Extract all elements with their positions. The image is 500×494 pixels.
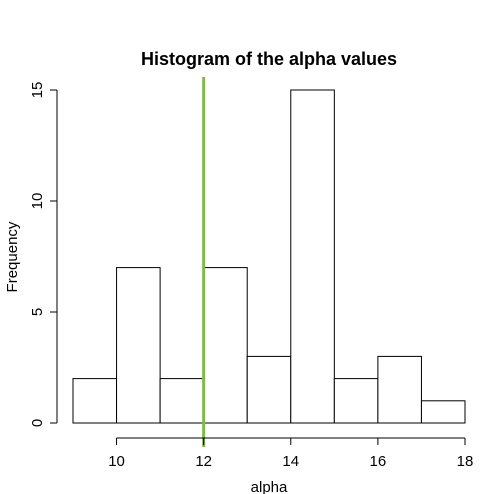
y-tick-label-0: 0 (29, 419, 46, 427)
x-tick-label-0: 10 (108, 453, 125, 470)
y-tick-label-1: 5 (29, 308, 46, 316)
histogram-bar-8 (420, 400, 466, 424)
chart-title: Histogram of the alpha values (141, 49, 397, 69)
x-axis-label: alpha (251, 479, 288, 494)
histogram-bar-3 (203, 267, 248, 424)
histogram-bar-0 (72, 378, 118, 424)
x-tick-label-2: 14 (282, 453, 299, 470)
y-tick-label-2: 10 (29, 193, 46, 210)
y-axis: 0 5 10 15 (29, 82, 58, 427)
x-tick-label-3: 16 (370, 453, 387, 470)
histogram-bar-6 (333, 378, 379, 424)
histogram-bar-1 (116, 267, 161, 424)
x-tick-label-1: 12 (195, 453, 212, 470)
y-axis-label: Frequency (4, 221, 21, 292)
bars-group (72, 89, 466, 424)
x-tick-label-4: 18 (457, 453, 474, 470)
histogram-bar-2 (159, 378, 205, 424)
histogram-bar-5 (290, 89, 335, 424)
x-axis: 10 12 14 16 18 (108, 437, 474, 470)
histogram-bar-4 (246, 355, 292, 424)
histogram-bar-7 (377, 355, 422, 424)
y-tick-label-3: 15 (29, 82, 46, 99)
